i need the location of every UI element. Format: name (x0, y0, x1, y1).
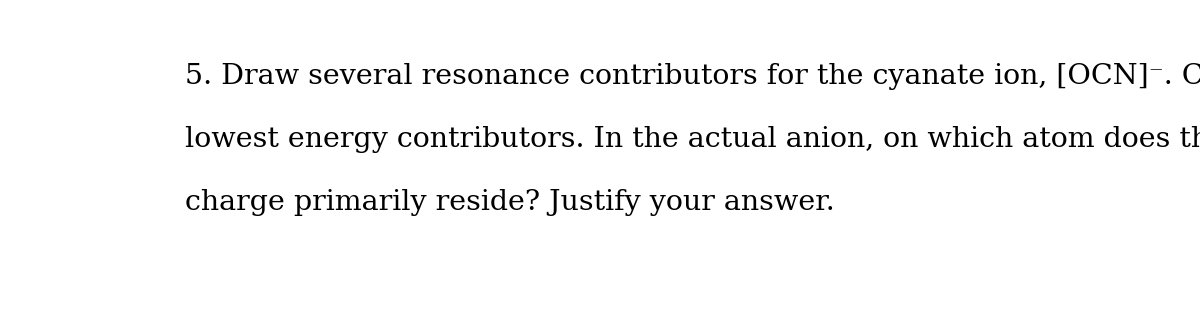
Text: lowest energy contributors. In the actual anion, on which atom does the negative: lowest energy contributors. In the actua… (185, 126, 1200, 153)
Text: charge primarily reside? Justify your answer.: charge primarily reside? Justify your an… (185, 189, 835, 216)
Text: 5. Draw several resonance contributors for the cyanate ion, [OCN]⁻. Circle the t: 5. Draw several resonance contributors f… (185, 63, 1200, 90)
